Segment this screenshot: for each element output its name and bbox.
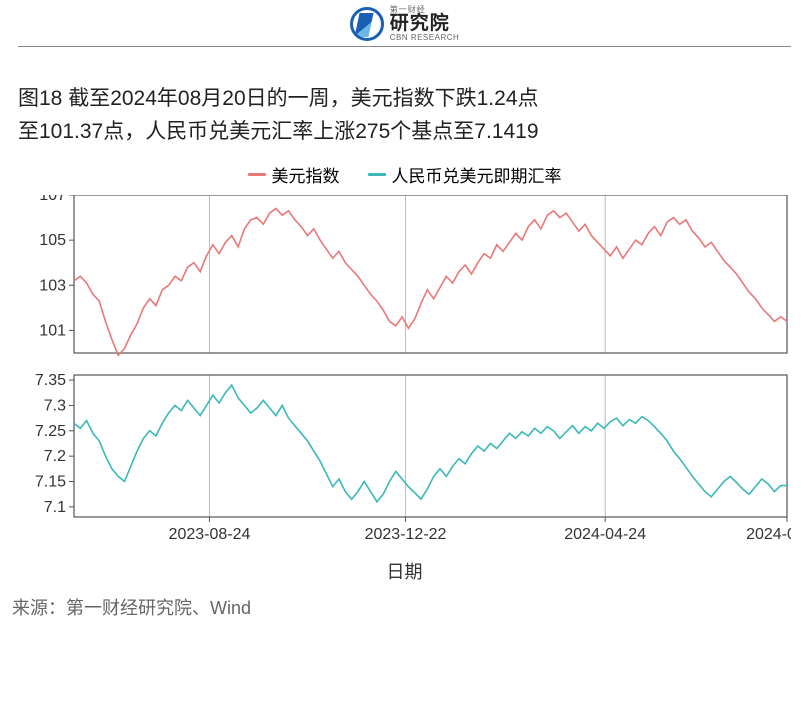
ytick-label: 7.2 — [44, 448, 66, 465]
legend-swatch-2 — [368, 173, 386, 176]
brand-cn: 研究院 — [390, 14, 460, 33]
logo: 第一财经 研究院 CBN RESEARCH — [350, 6, 460, 42]
figure-title: 图18 截至2024年08月20日的一周，美元指数下跌1.24点 至101.37… — [18, 83, 791, 148]
dual-panel-chart: 101 103 105 107 7.1 7.15 7.2 7.25 7.3 7.35 2023-08… — [18, 195, 791, 551]
ytick-label: 7.15 — [35, 474, 66, 491]
ytick-label: 101 — [39, 323, 66, 340]
ytick-label: 7.3 — [44, 398, 66, 415]
legend-item-usd-index: 美元指数 — [248, 162, 340, 187]
title-line-2: 至101.37点，人民币兑美元汇率上涨275个基点至7.1419 — [18, 116, 791, 149]
panel-cny-usd-spot: 7.1 7.15 7.2 7.25 7.3 7.35 — [35, 372, 787, 517]
x-axis-label: 日期 — [18, 558, 791, 584]
xtick-label: 2023-12-22 — [365, 526, 447, 543]
ytick-label: 103 — [39, 277, 66, 294]
xtick-label: 2024-04-24 — [564, 526, 646, 543]
title-line-1: 图18 截至2024年08月20日的一周，美元指数下跌1.24点 — [18, 83, 791, 116]
ytick-label: 7.1 — [44, 499, 66, 516]
legend-item-cny-rate: 人民币兑美元即期汇率 — [368, 162, 562, 187]
xtick-label: 2023-08-24 — [169, 526, 251, 543]
series-usd-index — [74, 209, 787, 356]
report-header: 第一财经 研究院 CBN RESEARCH — [18, 0, 791, 47]
chart-container: 101 103 105 107 7.1 7.15 7.2 7.25 7.3 7.35 2023-08… — [18, 195, 791, 584]
logo-icon — [350, 7, 384, 41]
panel-usd-index: 101 103 105 107 — [39, 195, 787, 355]
ytick-label: 107 — [39, 195, 66, 204]
legend-label-1: 美元指数 — [272, 162, 340, 187]
source-note: 来源：第一财经研究院、Wind — [12, 594, 797, 620]
legend-swatch-1 — [248, 173, 266, 176]
legend: 美元指数 人民币兑美元即期汇率 — [0, 162, 809, 187]
brand-en: CBN RESEARCH — [390, 34, 460, 42]
legend-label-2: 人民币兑美元即期汇率 — [392, 162, 562, 187]
xtick-label: 2024-08-20 — [746, 526, 791, 543]
ytick-label: 7.25 — [35, 423, 66, 440]
series-cny-usd-spot — [74, 385, 787, 502]
ytick-label: 105 — [39, 232, 66, 249]
ytick-label: 7.35 — [35, 372, 66, 389]
